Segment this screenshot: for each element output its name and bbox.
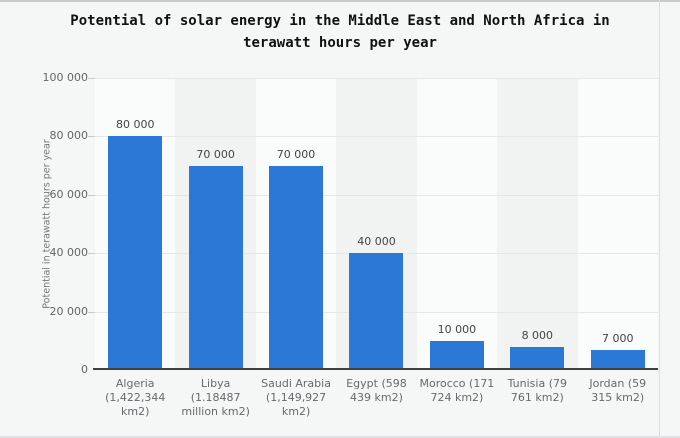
x-axis-labels: Algeria (1,422,344 km2) Libya (1.18487 mi… [95,377,658,419]
bar-3 [269,166,324,370]
bar-2 [188,166,243,370]
bar-value-label: 10 000 [437,323,477,336]
x-category-label: Algeria (1,422,344 km2) [105,377,166,418]
column-band: 80 000 [95,78,176,370]
bar-value-label: 80 000 [115,118,155,131]
column-band: 70 000 [255,78,337,370]
y-tick-mark [88,195,95,196]
column-band: 10 000 [416,78,498,370]
x-category-label: Jordan (59 315 km2) [589,377,647,404]
y-tick-label: 0 [81,363,88,376]
bar-4 [349,253,404,370]
bar-5 [429,341,484,370]
y-tick-label: 60 000 [49,188,89,201]
bar-6 [510,347,565,370]
y-tick-mark [88,312,95,313]
column-band: 8 000 [497,78,578,370]
bar-7 [590,350,645,370]
x-axis-line [93,368,658,370]
y-axis-title: Potential in terawatt hours per year [41,139,53,309]
chart-title-line-2: terawatt hours per year [243,35,437,51]
gridline [95,78,658,79]
column-band: 70 000 [175,78,256,370]
y-tick-label: 40 000 [49,246,89,259]
column-bands: 80 000 70 000 70 000 40 000 10 000 8 000 7 000 [95,78,658,370]
card-right-border [659,0,660,438]
gridline [95,136,658,137]
x-category-label: Morocco (171 724 km2) [419,377,495,404]
bar-value-label: 70 000 [276,148,316,161]
x-category-label: Tunisia (79 761 km2) [507,377,567,404]
bar-value-label: 40 000 [357,235,396,248]
y-tick-label: 20 000 [49,305,89,318]
y-tick-mark [88,136,95,137]
y-tick-label: 80 000 [49,129,89,142]
y-tick-label: 100 000 [42,71,89,84]
x-category-label: Egypt (598 439 km2) [346,377,407,404]
top-border [0,0,680,2]
x-category-label: Saudi Arabia (1,149,927 km2) [261,377,331,418]
bar-value-label: 70 000 [196,148,235,161]
column-band: 40 000 [336,78,417,370]
plot-area: 80 000 70 000 70 000 40 000 10 000 8 000 7 000 [95,78,658,370]
gridline [95,195,658,196]
x-category-label: Libya (1.18487 million km2) [181,377,250,418]
bar-value-label: 7 000 [601,332,634,345]
bottom-border [0,436,680,438]
column-band: 7 000 [577,78,658,370]
chart-title: Potential of solar energy in the Middle … [0,10,680,54]
chart-title-line-1: Potential of solar energy in the Middle … [70,13,610,29]
bar-value-label: 8 000 [521,329,554,342]
bar-1 [108,136,163,370]
y-tick-mark [88,253,95,254]
y-tick-mark [88,78,95,79]
